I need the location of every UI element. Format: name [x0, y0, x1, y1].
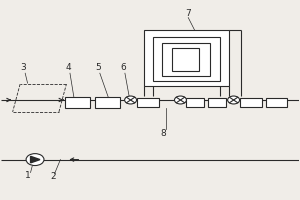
Circle shape	[175, 96, 186, 104]
Text: 1: 1	[25, 171, 31, 180]
Bar	[172, 48, 199, 71]
Bar	[144, 30, 229, 86]
Text: 4: 4	[65, 63, 71, 72]
Text: 3: 3	[20, 63, 26, 72]
Text: 6: 6	[120, 63, 126, 72]
Circle shape	[228, 96, 240, 104]
Bar	[136, 98, 159, 107]
Bar	[95, 97, 120, 108]
Text: 7: 7	[185, 9, 191, 18]
Bar	[186, 98, 204, 107]
Bar	[153, 37, 220, 81]
Bar	[240, 98, 262, 107]
Circle shape	[124, 96, 136, 104]
Text: 8: 8	[160, 129, 166, 138]
Polygon shape	[31, 156, 40, 163]
Bar	[162, 43, 210, 76]
Text: 2: 2	[50, 172, 56, 181]
Circle shape	[26, 154, 44, 166]
Bar	[208, 98, 226, 107]
Bar	[65, 97, 90, 108]
Text: 5: 5	[95, 63, 100, 72]
Bar	[266, 98, 287, 107]
